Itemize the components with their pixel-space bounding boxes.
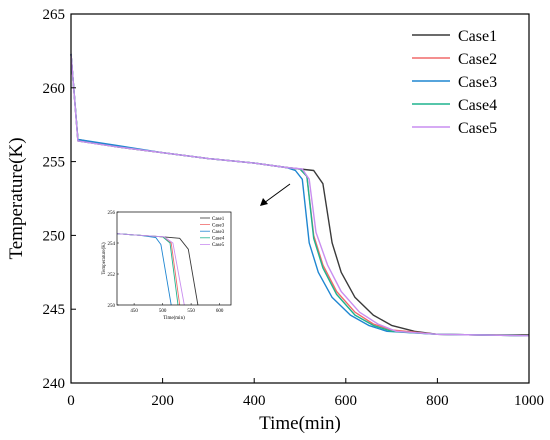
inset-legend-label: Case5 xyxy=(212,243,225,248)
inset-background xyxy=(117,212,231,305)
arrow-head xyxy=(260,198,268,206)
y-tick-label: 245 xyxy=(43,302,66,318)
inset-x-tick-label: 550 xyxy=(187,309,195,314)
inset-series-line-case5 xyxy=(116,233,185,306)
inset-x-axis-title: Time(min) xyxy=(163,316,185,321)
inset-legend-label: Case3 xyxy=(212,230,225,235)
x-tick-label: 600 xyxy=(335,393,358,409)
y-tick-label: 250 xyxy=(43,228,66,244)
inset-plot: 450 500 550 600 250 252 254 256 Time(min) Tempera… xyxy=(102,211,232,321)
x-tick-label: 0 xyxy=(67,393,75,409)
inset-y-axis-title: Temperature(K) xyxy=(102,242,107,274)
inset-legend-label: Case4 xyxy=(212,237,225,242)
inset-y-tick-label: 250 xyxy=(108,304,116,309)
y-axis-title: Temperature(K) xyxy=(6,137,27,259)
y-tick-label: 255 xyxy=(43,155,66,171)
legend-label-case3: Case3 xyxy=(458,74,497,91)
y-tick-label: 260 xyxy=(43,81,66,97)
y-tick-label: 240 xyxy=(43,376,66,392)
inset-x-tick-label: 600 xyxy=(216,309,224,314)
legend-label-case4: Case4 xyxy=(458,97,497,114)
inset-y-tick-label: 252 xyxy=(108,273,116,278)
plot-frame xyxy=(70,13,530,384)
x-tick-label: 200 xyxy=(151,393,174,409)
main-plot: 0 200 400 600 800 1000 240 245 250 255 260 265 Time(… xyxy=(6,7,544,434)
zoom-arrow xyxy=(260,183,291,206)
x-tick-label: 800 xyxy=(426,393,449,409)
inset-y-tick-label: 256 xyxy=(108,211,116,216)
legend-label-case1: Case1 xyxy=(458,28,497,45)
inset-y-tick-label: 254 xyxy=(108,242,116,247)
inset-frame xyxy=(116,211,232,306)
legend-label-case2: Case2 xyxy=(458,51,497,68)
y-tick-label: 265 xyxy=(43,7,66,23)
inset-x-tick-label: 500 xyxy=(159,309,167,314)
inset-x-tick-label: 450 xyxy=(130,309,138,314)
inset-legend-label: Case1 xyxy=(212,217,225,222)
x-axis-title: Time(min) xyxy=(259,413,341,434)
inset-legend-label: Case3 xyxy=(212,223,225,228)
x-tick-label: 400 xyxy=(243,393,266,409)
arrow-shaft xyxy=(263,183,291,204)
x-tick-label: 1000 xyxy=(514,393,544,409)
series-line-case5 xyxy=(70,53,530,337)
legend-label-case5: Case5 xyxy=(458,120,497,137)
